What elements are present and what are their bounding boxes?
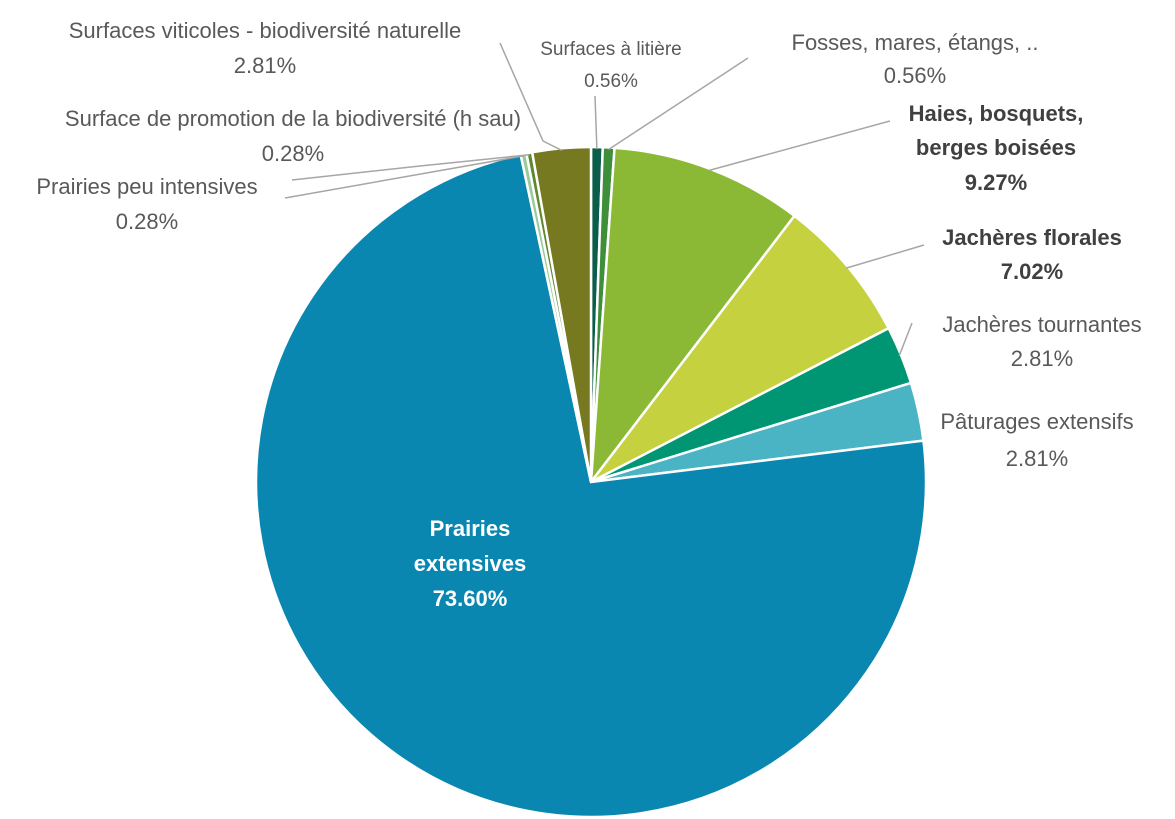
slice-label-name-line1: Prairies — [430, 516, 511, 541]
label-surfaces-viticoles: Surfaces viticoles - biodiversité nature… — [69, 18, 462, 78]
slice-label-name: Jachères florales — [942, 225, 1122, 250]
label-surface-promotion: Surface de promotion de la biodiversité … — [65, 106, 521, 166]
slice-label-name: Pâturages extensifs — [940, 409, 1133, 434]
leader-line-4 — [898, 322, 913, 357]
leader-line-3 — [845, 244, 925, 269]
pie-slice-9 — [530, 145, 593, 483]
leader-line-1 — [608, 57, 749, 151]
leader-lines — [284, 42, 925, 357]
label-prairies-peu-intensives: Prairies peu intensives 0.28% — [36, 174, 257, 234]
slice-label-name: Prairies peu intensives — [36, 174, 257, 199]
slice-label-value: 7.02% — [1001, 259, 1063, 284]
label-haies: Haies, bosquets, berges boisées 9.27% — [909, 101, 1084, 195]
slice-label-name-line1: Haies, bosquets, — [909, 101, 1084, 126]
slice-label-name: Surface de promotion de la biodiversité … — [65, 106, 521, 131]
label-jacheres-florales: Jachères florales 7.02% — [942, 225, 1122, 284]
pie-slice-3 — [590, 214, 891, 484]
slice-label-name-line2: extensives — [414, 551, 527, 576]
label-prairies-extensives: Prairies extensives 73.60% — [414, 516, 527, 611]
slice-label-value: 0.28% — [262, 141, 324, 166]
pie-slice-2 — [589, 146, 797, 487]
slice-label-name: Surfaces à litière — [540, 39, 682, 60]
slice-label-value: 2.81% — [1011, 346, 1073, 371]
slice-label-name: Jachères tournantes — [942, 312, 1141, 337]
slice-label-name: Surfaces viticoles - biodiversité nature… — [69, 18, 462, 43]
label-fosses-mares: Fosses, mares, étangs, .. 0.56% — [792, 30, 1039, 88]
slice-label-value: 0.56% — [884, 63, 946, 88]
slice-label-value: 9.27% — [965, 170, 1027, 195]
leader-line-0 — [594, 95, 598, 150]
slice-label-value: 0.28% — [116, 209, 178, 234]
pie-slices — [254, 145, 928, 819]
leader-line-2 — [708, 120, 891, 172]
slice-label-name: Fosses, mares, étangs, .. — [792, 30, 1039, 55]
slice-label-value: 73.60% — [433, 586, 508, 611]
leader-line-7 — [284, 155, 525, 199]
slice-label-name-line2: berges boisées — [916, 135, 1076, 160]
leader-line-9 — [499, 42, 562, 151]
leader-line-8 — [291, 153, 530, 181]
slice-label-value: 0.56% — [584, 71, 638, 92]
label-paturages-extensifs: Pâturages extensifs 2.81% — [940, 409, 1133, 471]
label-surfaces-litiere: Surfaces à litière 0.56% — [540, 39, 682, 92]
slice-label-value: 2.81% — [234, 53, 296, 78]
pie-slice-6 — [254, 152, 928, 819]
label-jacheres-tournantes: Jachères tournantes 2.81% — [942, 312, 1141, 371]
slice-label-value: 2.81% — [1006, 446, 1068, 471]
